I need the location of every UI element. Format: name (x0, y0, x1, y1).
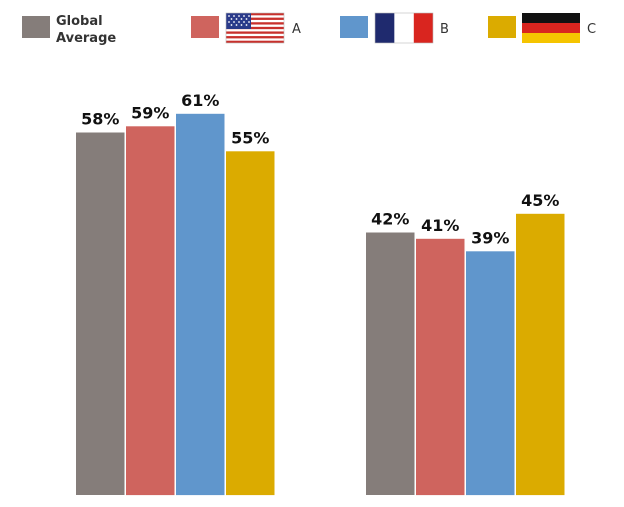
data-label-1-2: 39% (471, 228, 509, 247)
data-label-1-3: 45% (521, 191, 559, 210)
legend-swatch-a (191, 16, 219, 38)
legend-swatch-global-average (22, 16, 50, 38)
us-flag-icon (225, 12, 285, 44)
bar-0-2 (176, 113, 225, 496)
legend-label-a: A (292, 22, 301, 37)
legend-label-global-line2: Average (56, 31, 116, 46)
france-flag-icon (374, 12, 434, 44)
legend-swatch-b (340, 16, 368, 38)
germany-flag-icon (522, 13, 580, 43)
legend-label-global-line1: Global (56, 14, 103, 29)
bar-1-2 (466, 251, 515, 496)
bar-0-0 (76, 132, 125, 495)
data-label-0-3: 55% (231, 128, 269, 147)
bar-1-1 (416, 238, 465, 496)
legend-label-c: C (587, 22, 596, 37)
legend: Global Average A B (22, 12, 596, 46)
data-label-1-1: 41% (421, 216, 459, 235)
bars-layer (76, 113, 565, 496)
data-labels-layer: 58% 59% 61% 55% 42% 41% 39% 45% (81, 91, 559, 248)
data-label-1-0: 42% (371, 210, 409, 229)
bar-1-0 (366, 232, 415, 495)
data-label-0-2: 61% (181, 91, 219, 110)
bar-0-3 (226, 151, 275, 496)
legend-label-b: B (440, 22, 449, 37)
bar-1-3 (516, 213, 565, 496)
legend-swatch-c (488, 16, 516, 38)
data-label-0-1: 59% (131, 103, 169, 122)
data-label-0-0: 58% (81, 110, 119, 129)
bar-0-1 (126, 126, 175, 496)
